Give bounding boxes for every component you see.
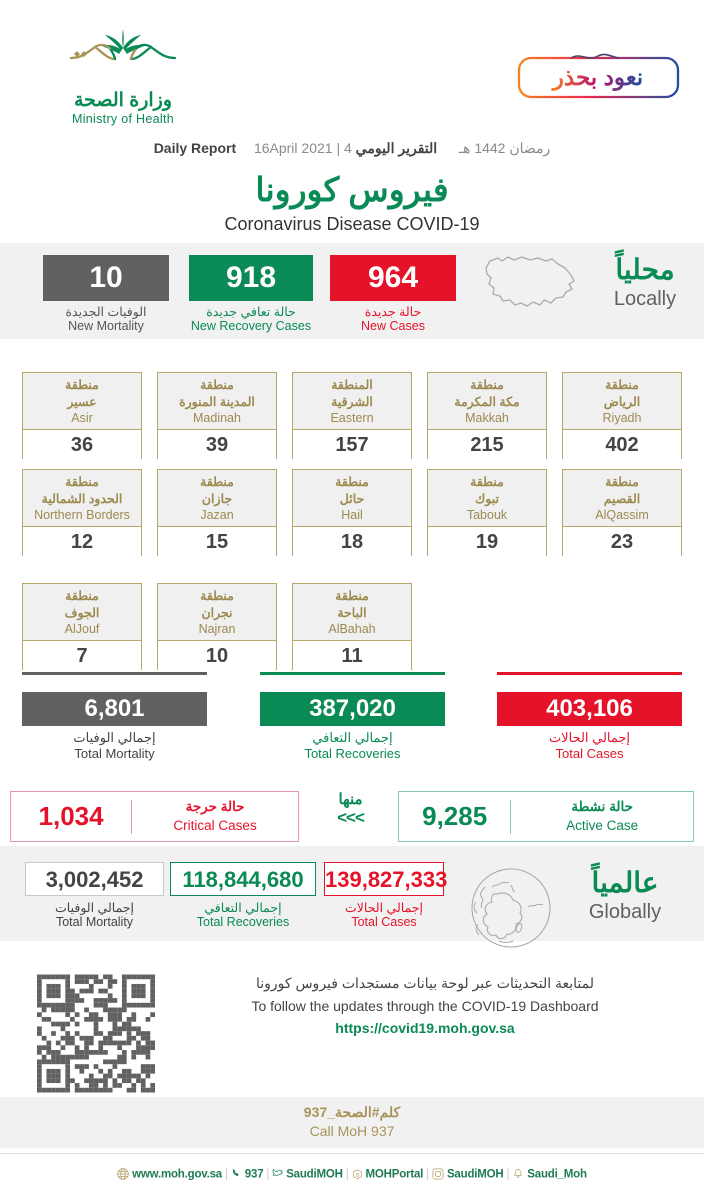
svg-text:نعود بحذر: نعود بحذر: [551, 64, 643, 92]
